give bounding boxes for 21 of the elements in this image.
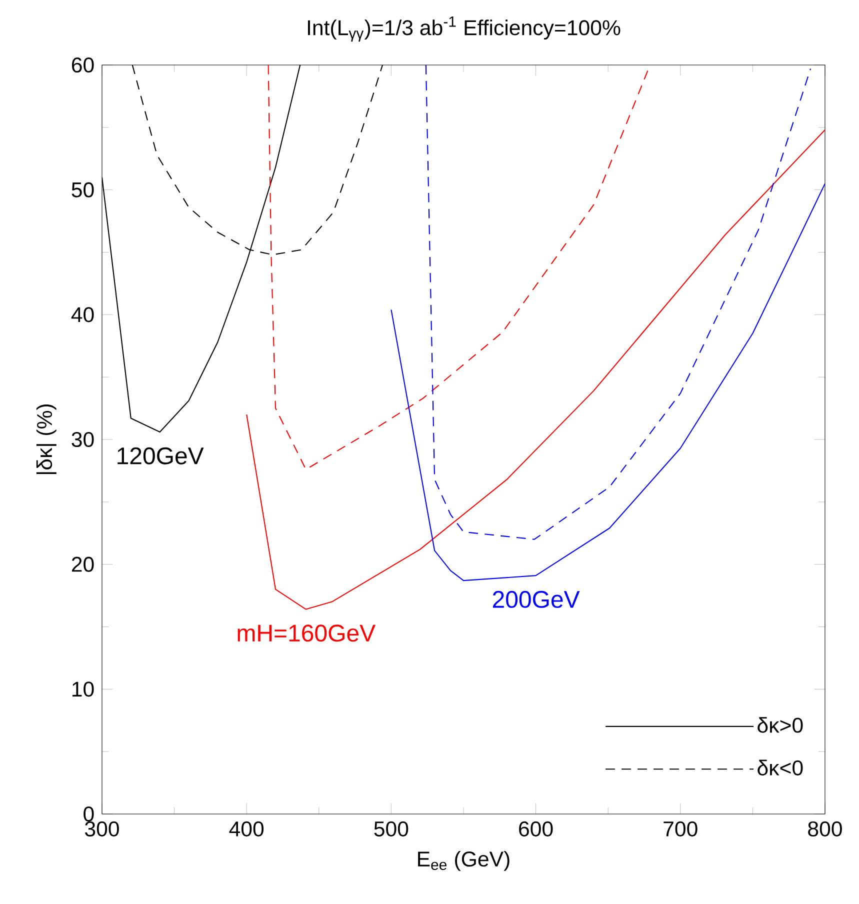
chart-title: Int(L$_{γγ}$)=1/3 ab$^{-1}$ Efficiency=100% [308,16,620,42]
y-tick-label: 20 [72,556,94,572]
text: δκ<0 [758,760,803,776]
x-tick-label: 300 [85,821,119,836]
text: δκ>0 [758,717,803,733]
y-tick-label: 40 [71,307,94,322]
x-tick-label: 600 [519,821,553,836]
y-tick-label: 0 [84,806,94,822]
y-tick-label: 50 [72,182,94,198]
y-tick-label: 30 [72,432,94,448]
y-axis-title: |δκ| (%) [36,404,56,474]
annotation: 120GeV [118,447,204,464]
annotation: 200GeV [492,590,580,608]
x-tick-label: 700 [664,821,698,836]
x-tick-label: 400 [229,821,264,836]
y-tick-label: 10 [72,682,94,697]
x-tick-label: 500 [374,821,408,836]
y-tick-label: 60 [72,57,94,73]
x-tick-label: 800 [808,821,842,836]
x-axis-title: E$_{ee}$ (GeV) [418,850,510,871]
annotation: mH=160GeV [238,624,376,642]
